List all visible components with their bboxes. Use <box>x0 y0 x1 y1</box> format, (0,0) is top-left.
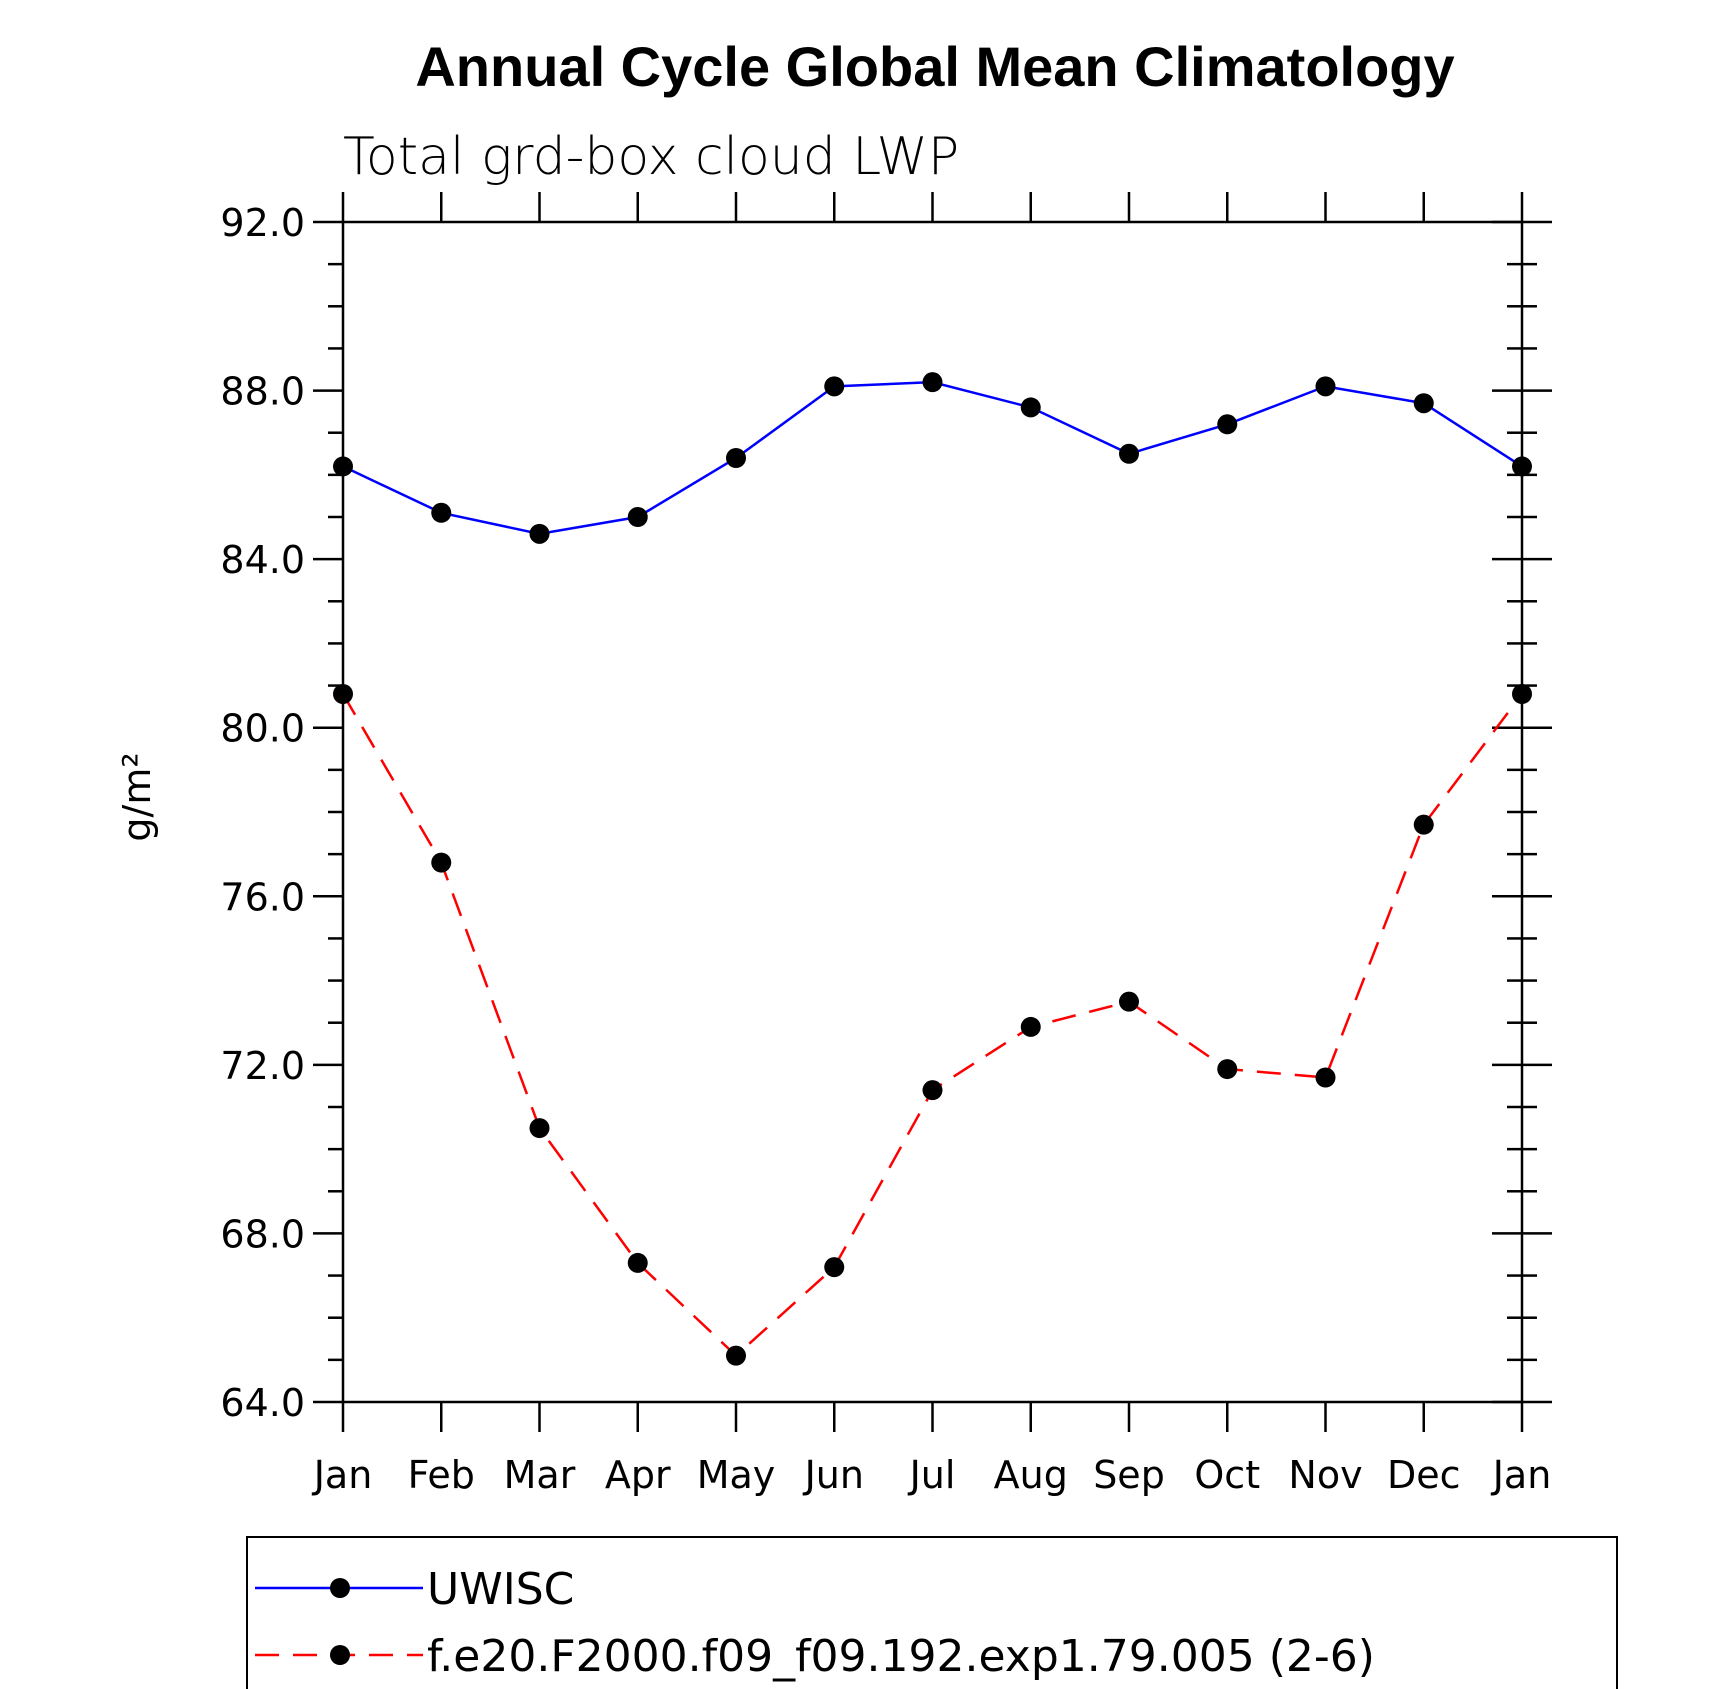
y-tick-label: 64.0 <box>220 1381 305 1425</box>
legend-marker-1 <box>330 1645 350 1665</box>
series-1-point <box>1315 1067 1336 1088</box>
x-axis-ticks: Jan Feb Mar Apr May Jun Jul Aug Sep Oct Nov Dec Jan <box>312 192 1552 1497</box>
legend-box <box>246 1536 1618 1689</box>
x-tick-label: Jun <box>803 1453 864 1497</box>
series-1-point <box>1512 684 1532 704</box>
series-1-point <box>1020 1016 1041 1037</box>
y-tick-label: 68.0 <box>220 1212 305 1256</box>
series-line-0 <box>342 380 1523 536</box>
series-1-point <box>627 1252 648 1273</box>
y-axis-ticks: 64.0 68.0 72.0 76.0 80.0 84.0 88.0 92.0 <box>220 201 1552 1425</box>
x-tick-label: Jan <box>312 1453 373 1497</box>
legend: UWISC f.e20.F2000.f09_f09.192.exp1.79.005… <box>246 1536 1618 1689</box>
plot-frame <box>341 220 1524 1404</box>
x-tick-label: Feb <box>408 1453 475 1497</box>
y-tick-label: 88.0 <box>220 370 305 414</box>
x-tick-label: Aug <box>994 1453 1068 1497</box>
y-tick-label: 92.0 <box>220 201 305 245</box>
x-tick-label: Jul <box>908 1453 956 1497</box>
series-0-point <box>1020 397 1041 418</box>
x-tick-label: Apr <box>605 1453 671 1497</box>
y-axis-label: g/m² <box>115 752 159 841</box>
legend-entries: UWISC f.e20.F2000.f09_f09.192.exp1.79.005… <box>255 1564 1375 1682</box>
series-1-point <box>1413 814 1434 835</box>
series-1-point <box>1119 991 1139 1012</box>
series-1-point <box>529 1118 550 1139</box>
series-0-point <box>529 523 550 544</box>
x-tick-label: Sep <box>1093 1453 1165 1497</box>
series-0-point <box>1413 393 1434 414</box>
series-0-point <box>431 502 452 523</box>
chart-subtitle: Total grd-box cloud LWP <box>343 127 959 187</box>
x-tick-label: Mar <box>504 1453 576 1497</box>
series-0-point <box>333 456 353 477</box>
series-1-point <box>1217 1059 1238 1080</box>
y-tick-label: 72.0 <box>220 1044 305 1088</box>
series-0-point <box>627 507 648 527</box>
y-tick-label: 76.0 <box>220 875 305 919</box>
series-line-1 <box>341 693 1523 1358</box>
chart-title: Annual Cycle Global Mean Climatology <box>415 35 1454 98</box>
series-0-point <box>726 448 746 468</box>
y-tick-label: 84.0 <box>220 538 305 582</box>
x-tick-label: Nov <box>1288 1453 1362 1497</box>
series-1-point <box>431 852 452 873</box>
x-tick-label: Dec <box>1387 1453 1461 1497</box>
series-0-point <box>1315 376 1336 397</box>
legend-label-1: f.e20.F2000.f09_f09.192.exp1.79.005 (2-6… <box>427 1631 1375 1682</box>
series-0-point <box>1119 443 1139 464</box>
series-1-point <box>824 1257 845 1278</box>
x-tick-label: Jan <box>1491 1453 1552 1497</box>
series-1-point <box>726 1345 746 1366</box>
series-0-point <box>824 376 845 397</box>
series-layer <box>333 372 1532 1366</box>
legend-marker-0 <box>330 1578 350 1598</box>
series-0-point <box>1217 414 1238 435</box>
legend-label-0: UWISC <box>427 1564 574 1615</box>
series-0-point <box>922 372 943 393</box>
x-tick-label: May <box>697 1453 776 1497</box>
y-tick-label: 80.0 <box>220 707 305 751</box>
series-0-point <box>1512 456 1532 477</box>
series-1-point <box>922 1080 943 1101</box>
x-tick-label: Oct <box>1194 1453 1260 1497</box>
series-1-point <box>333 684 353 704</box>
